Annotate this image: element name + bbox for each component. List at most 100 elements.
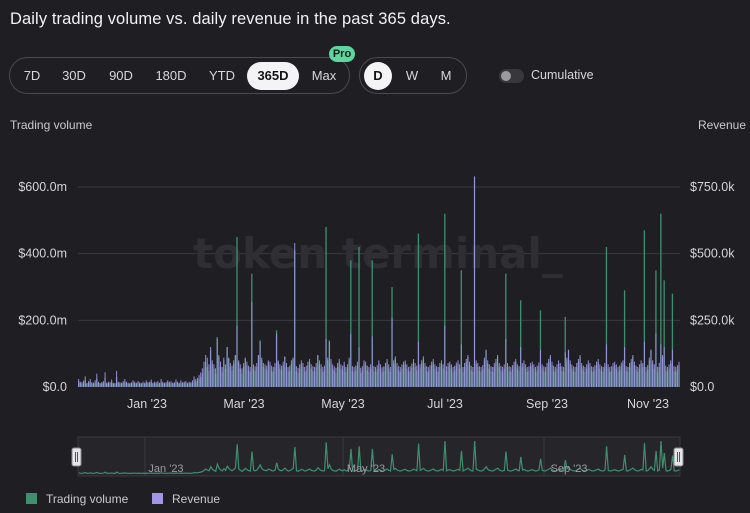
legend-volume[interactable]: Trading volume: [26, 492, 128, 506]
revenue-bar: [170, 381, 172, 387]
revenue-bar: [86, 383, 88, 387]
revenue-bar: [101, 382, 103, 387]
revenue-bar: [472, 367, 474, 387]
chart-title: Daily trading volume vs. daily revenue i…: [10, 10, 451, 28]
revenue-bar: [152, 382, 154, 387]
revenue-bar: [284, 356, 286, 387]
revenue-bar: [614, 361, 616, 387]
revenue-bar: [168, 381, 170, 387]
revenue-bar: [609, 367, 611, 387]
range-365d-button[interactable]: 365D: [247, 62, 299, 90]
range-180d-button[interactable]: 180D: [155, 68, 187, 83]
revenue-bar: [368, 367, 370, 387]
revenue-bar: [599, 364, 601, 387]
revenue-bar: [502, 367, 504, 387]
range-max-button[interactable]: Max: [311, 68, 337, 83]
revenue-bar: [325, 339, 327, 387]
revenue-bar: [469, 361, 471, 387]
volume-bar: [236, 237, 238, 387]
revenue-bar: [297, 367, 299, 387]
revenue-bar: [322, 367, 324, 387]
revenue-bar: [671, 349, 673, 387]
revenue-bar: [408, 367, 410, 387]
revenue-bar: [439, 363, 441, 387]
revenue-bar: [607, 364, 609, 387]
revenue-bar: [381, 367, 383, 387]
revenue-bar: [676, 365, 678, 387]
revenue-bar: [586, 364, 588, 387]
revenue-bar: [464, 363, 466, 387]
revenue-bar: [426, 366, 428, 387]
revenue-bar: [604, 363, 606, 387]
revenue-bar: [572, 366, 574, 387]
revenue-bar: [551, 361, 553, 387]
revenue-bar: [493, 363, 495, 387]
legend-revenue[interactable]: Revenue: [152, 492, 220, 506]
revenue-bar: [183, 381, 185, 387]
revenue-bar: [488, 364, 490, 387]
revenue-bar: [353, 367, 355, 387]
granularity-day-button[interactable]: D: [364, 62, 392, 90]
revenue-bar: [666, 367, 668, 387]
revenue-bar: [470, 365, 472, 387]
revenue-bar: [356, 361, 358, 387]
revenue-bar: [177, 381, 179, 387]
navigator-handle-right[interactable]: [673, 447, 684, 467]
revenue-bar: [445, 366, 447, 387]
range-30d-button[interactable]: 30D: [62, 68, 86, 83]
revenue-bar: [673, 366, 675, 387]
revenue-bar: [577, 359, 579, 387]
revenue-bar: [116, 371, 118, 387]
revenue-bar: [643, 341, 645, 387]
revenue-bar: [167, 380, 169, 387]
revenue-bar: [554, 367, 556, 387]
revenue-bar: [511, 365, 513, 387]
revenue-bar: [401, 364, 403, 387]
range-7d-button[interactable]: 7D: [23, 68, 41, 83]
granularity-month-button[interactable]: M: [440, 68, 452, 83]
revenue-bar: [587, 360, 589, 387]
volume-bar: [520, 300, 522, 387]
revenue-bar: [459, 364, 461, 387]
range-ytd-button[interactable]: YTD: [209, 68, 235, 83]
revenue-bar: [549, 355, 551, 387]
revenue-bar: [487, 360, 489, 387]
revenue-bar: [150, 379, 152, 387]
revenue-bar: [617, 367, 619, 387]
revenue-bar: [427, 367, 429, 387]
toggle-knob: [501, 71, 511, 81]
revenue-bar: [490, 366, 492, 387]
revenue-bar: [337, 363, 339, 387]
revenue-bar: [96, 373, 98, 387]
revenue-bar: [388, 364, 390, 387]
granularity-week-button[interactable]: W: [405, 68, 419, 83]
revenue-bar: [317, 355, 319, 387]
revenue-bar: [389, 367, 391, 387]
revenue-bar: [262, 363, 264, 387]
revenue-bar: [111, 379, 113, 387]
revenue-bar: [220, 361, 221, 387]
revenue-bar: [361, 366, 363, 387]
x-tick-label: Nov '23: [627, 397, 669, 411]
revenue-bar: [155, 382, 157, 387]
revenue-bar: [343, 361, 345, 387]
revenue-bar: [201, 368, 203, 387]
revenue-bar: [307, 361, 309, 387]
revenue-bar: [478, 366, 480, 387]
revenue-bar: [450, 364, 452, 387]
revenue-bar: [596, 361, 598, 387]
revenue-bar: [251, 301, 253, 387]
navigator-handle-left[interactable]: [71, 447, 82, 467]
cumulative-toggle[interactable]: [499, 69, 524, 83]
range-90d-button[interactable]: 90D: [109, 68, 133, 83]
revenue-bar: [564, 352, 566, 387]
revenue-bar: [625, 366, 627, 387]
revenue-bar: [518, 366, 520, 387]
revenue-bar: [403, 361, 405, 387]
volume-bar: [663, 280, 665, 387]
revenue-bar: [228, 357, 230, 387]
revenue-bar: [305, 365, 307, 387]
revenue-bar: [198, 375, 200, 387]
revenue-bar: [627, 367, 629, 387]
revenue-bar: [106, 382, 108, 387]
